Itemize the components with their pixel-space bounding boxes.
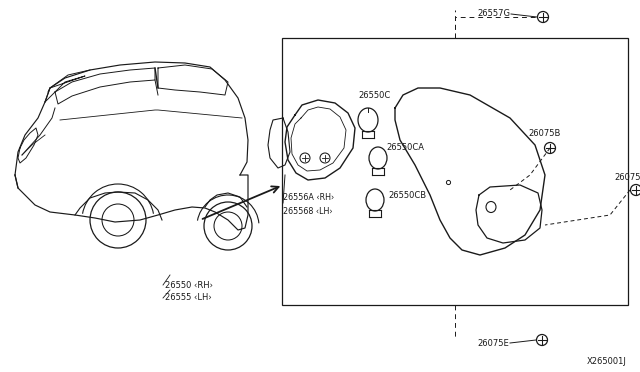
Text: 26556A ‹RH›: 26556A ‹RH› <box>283 193 334 202</box>
Text: 265568 ‹LH›: 265568 ‹LH› <box>283 206 333 215</box>
Text: 26075B: 26075B <box>529 128 561 138</box>
Text: 26550 ‹RH›: 26550 ‹RH› <box>165 280 213 289</box>
Text: 26550CA: 26550CA <box>386 144 424 153</box>
Text: 26557G: 26557G <box>477 10 510 19</box>
Text: X265001J: X265001J <box>587 357 627 366</box>
Text: 26075B: 26075B <box>615 173 640 182</box>
Text: 26550CB: 26550CB <box>388 190 426 199</box>
Text: 26555 ‹LH›: 26555 ‹LH› <box>165 294 212 302</box>
Text: 26075E: 26075E <box>477 339 509 347</box>
Text: 26550C: 26550C <box>358 92 390 100</box>
Bar <box>282 38 628 305</box>
